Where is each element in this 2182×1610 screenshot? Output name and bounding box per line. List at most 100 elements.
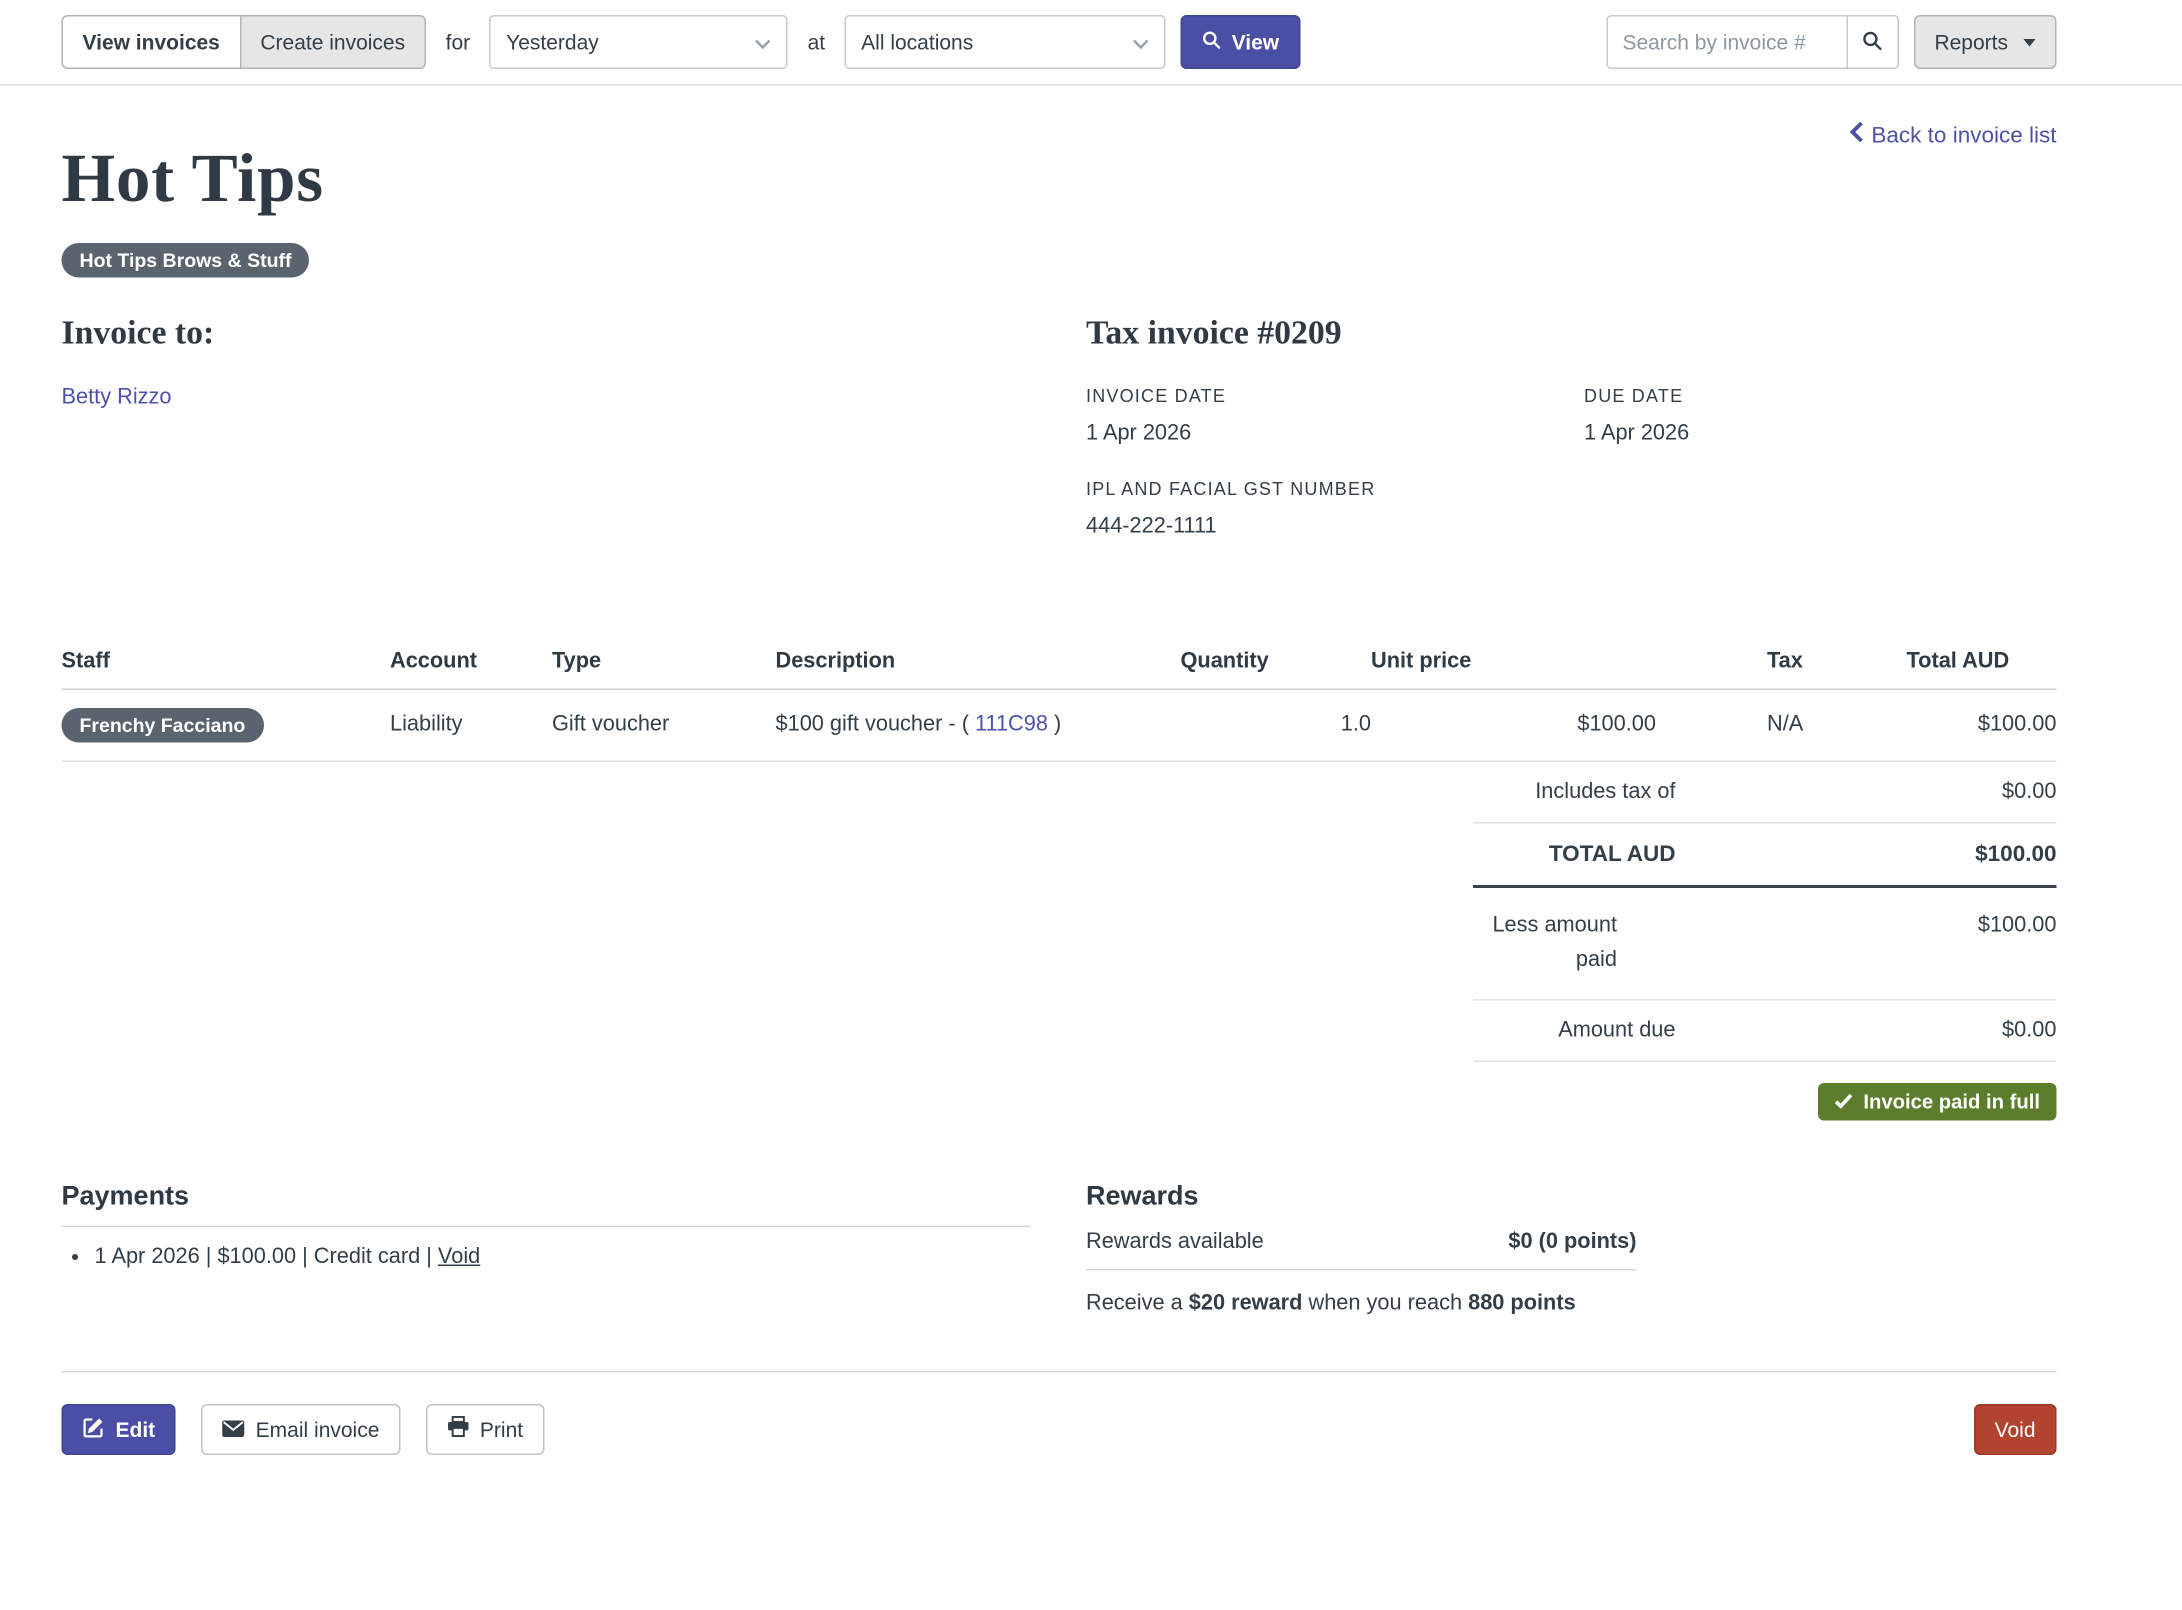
rewards-section: Rewards Rewards available $0 (0 points) … <box>1086 1180 2057 1315</box>
payment-entry-text: 1 Apr 2026 | $100.00 | Credit card | <box>94 1244 438 1269</box>
print-button[interactable]: Print <box>425 1403 545 1455</box>
payments-heading: Payments <box>61 1180 190 1211</box>
chevron-left-icon <box>1849 121 1864 149</box>
business-badge: Hot Tips Brows & Stuff <box>61 242 310 278</box>
view-button[interactable]: View <box>1180 15 1301 69</box>
amount-due-row: Amount due $0.00 <box>1473 1000 2057 1062</box>
void-button[interactable]: Void <box>1973 1403 2057 1455</box>
search-button[interactable] <box>1845 15 1899 69</box>
includes-tax-label: Includes tax of <box>1535 779 1676 804</box>
includes-tax-value: $0.00 <box>2002 779 2057 804</box>
invoice-page: Back to invoice list Hot Tips Hot Tips B… <box>61 86 2057 1560</box>
edit-button[interactable]: Edit <box>61 1403 177 1455</box>
period-select[interactable]: Yesterday <box>489 15 789 69</box>
invoice-date-label: INVOICE DATE <box>1086 385 1227 407</box>
receive-prefix: Receive a <box>1086 1291 1189 1316</box>
paid-badge-label: Invoice paid in full <box>1863 1090 2040 1113</box>
col-header-account: Account <box>390 649 552 690</box>
create-invoices-button[interactable]: Create invoices <box>240 15 427 69</box>
search-icon <box>1202 30 1222 54</box>
payments-rewards-section: Payments 1 Apr 2026 | $100.00 | Credit c… <box>61 1180 2057 1315</box>
reports-button[interactable]: Reports <box>1913 15 2056 69</box>
rewards-available-label: Rewards available <box>1086 1229 1264 1254</box>
col-header-total: Total AUD <box>1906 649 2057 690</box>
edit-button-label: Edit <box>115 1417 156 1442</box>
amount-due-value: $0.00 <box>2002 1018 2057 1043</box>
edit-pencil-icon <box>83 1416 106 1443</box>
payments-section: Payments 1 Apr 2026 | $100.00 | Credit c… <box>61 1180 1031 1315</box>
gst-number: 444-222-1111 <box>1086 514 1217 539</box>
view-invoices-button[interactable]: View invoices <box>61 15 241 69</box>
check-icon <box>1835 1090 1853 1113</box>
view-button-label: View <box>1231 30 1280 54</box>
quantity-cell: 1.0 <box>1180 689 1371 762</box>
email-invoice-button[interactable]: Email invoice <box>201 1403 401 1455</box>
invoice-search <box>1605 15 1899 69</box>
receive-middle: when you reach <box>1302 1291 1469 1316</box>
back-link-label: Back to invoice list <box>1871 122 2057 148</box>
col-header-type: Type <box>552 649 776 690</box>
total-aud-label: TOTAL AUD <box>1548 841 1676 867</box>
reward-amount: $20 reward <box>1188 1291 1303 1316</box>
email-button-label: Email invoice <box>255 1417 380 1442</box>
rewards-available-value: $0 (0 points) <box>1508 1229 1637 1254</box>
payments-divider <box>61 1225 1031 1227</box>
customer-link[interactable]: Betty Rizzo <box>61 385 172 410</box>
void-payment-link[interactable]: Void <box>437 1244 481 1269</box>
less-amount-paid-row: Less amount paid $100.00 <box>1473 888 2057 1001</box>
description-text: ) <box>1047 713 1062 738</box>
rewards-heading: Rewards <box>1086 1180 1199 1211</box>
location-select[interactable]: All locations <box>844 15 1166 69</box>
unit-price-cell: $100.00 <box>1371 689 1656 762</box>
period-select-value: Yesterday <box>506 30 599 54</box>
less-amount-paid-value: $100.00 <box>1977 913 2057 938</box>
back-to-invoice-list-link[interactable]: Back to invoice list <box>1849 121 2057 149</box>
chevron-down-icon <box>755 30 772 54</box>
chevron-down-icon <box>1133 30 1150 54</box>
for-label: for <box>445 30 471 54</box>
description-cell: $100 gift voucher - ( 111C98 ) <box>775 689 1181 762</box>
due-date-value: 1 Apr 2026 <box>1584 421 1690 446</box>
invoice-mode-button-group: View invoices Create invoices <box>61 15 427 69</box>
table-header-row: Staff Account Type Description Quantity … <box>61 649 2057 690</box>
description-text: $100 gift voucher - ( <box>775 713 975 738</box>
amount-due-label: Amount due <box>1558 1018 1676 1043</box>
table-row: Frenchy Facciano Liability Gift voucher … <box>61 689 2057 762</box>
tax-invoice-title: Tax invoice #0209 <box>1086 313 1342 351</box>
rewards-progress-text: Receive a $20 reward when you reach 880 … <box>1086 1291 2057 1315</box>
toolbar: View invoices Create invoices for Yester… <box>0 0 2182 86</box>
less-amount-paid-label: Less amount paid <box>1492 913 1617 972</box>
tax-cell: N/A <box>1656 689 1907 762</box>
line-items-table: Staff Account Type Description Quantity … <box>61 649 2057 762</box>
caret-down-icon <box>2022 38 2035 46</box>
totals-section: Includes tax of $0.00 TOTAL AUD $100.00 … <box>1473 762 2057 1121</box>
includes-tax-row: Includes tax of $0.00 <box>1473 762 2057 824</box>
footer-divider <box>61 1370 2057 1373</box>
due-date-label: DUE DATE <box>1584 385 1684 407</box>
invoice-to-heading: Invoice to: <box>61 313 215 351</box>
at-label: at <box>807 30 826 54</box>
payment-entry: 1 Apr 2026 | $100.00 | Credit card | Voi… <box>95 1245 1031 1269</box>
invoice-header-section: Invoice to: Betty Rizzo Tax invoice #020… <box>62 313 2057 538</box>
print-button-label: Print <box>479 1417 524 1442</box>
type-cell: Gift voucher <box>552 689 776 762</box>
voucher-code-link[interactable]: 111C98 <box>975 713 1048 738</box>
col-header-tax: Tax <box>1656 649 1907 690</box>
page-title: Hot Tips <box>61 139 324 217</box>
total-cell: $100.00 <box>1906 689 2057 762</box>
col-header-description: Description <box>775 649 1181 690</box>
col-header-quantity: Quantity <box>1180 649 1371 690</box>
invoice-search-input[interactable] <box>1605 15 1846 69</box>
account-cell: Liability <box>390 689 552 762</box>
location-select-value: All locations <box>861 30 974 54</box>
invoice-actions: Edit Email invoice Print Void <box>61 1403 2057 1560</box>
col-header-unit-price: Unit price <box>1371 649 1656 690</box>
staff-badge: Frenchy Facciano <box>61 707 264 743</box>
rewards-available-row: Rewards available $0 (0 points) <box>1086 1212 1637 1271</box>
points-target: 880 points <box>1468 1291 1576 1316</box>
paid-status-badge: Invoice paid in full <box>1818 1082 2057 1121</box>
total-aud-value: $100.00 <box>1975 841 2057 867</box>
invoice-date-value: 1 Apr 2026 <box>1086 421 1192 446</box>
search-icon <box>1862 29 1883 55</box>
